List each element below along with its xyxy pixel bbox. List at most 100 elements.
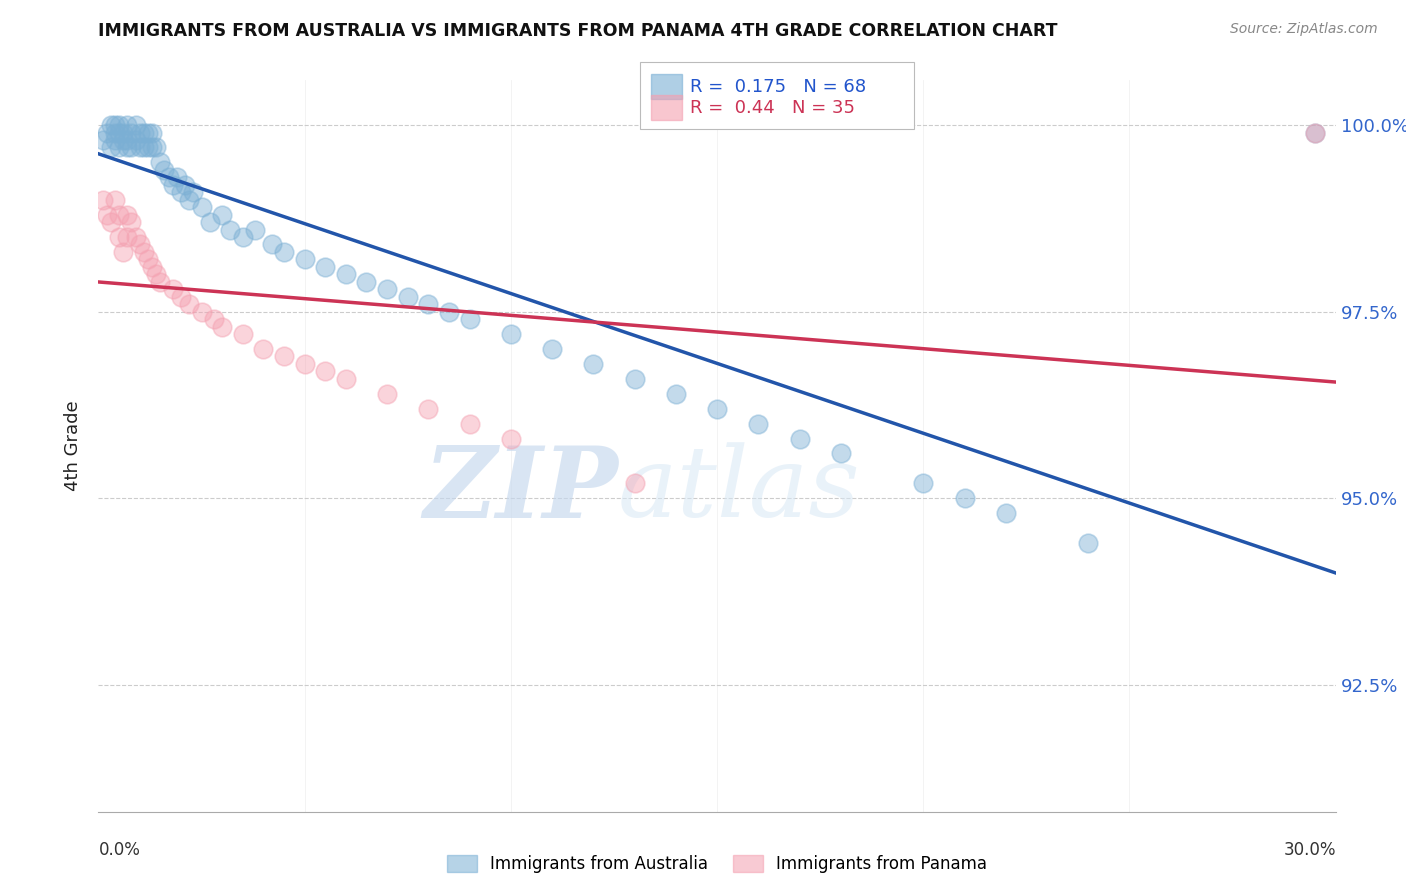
Point [198, 215, 221, 229]
Point [145, 268, 167, 282]
Point [375, 282, 398, 296]
Point [145, 140, 167, 154]
Point [747, 417, 769, 431]
Point [706, 401, 728, 416]
Point [396, 290, 419, 304]
Point [108, 118, 131, 132]
Point [219, 222, 242, 236]
Point [96, 126, 118, 140]
Point [112, 126, 135, 140]
Point [665, 386, 688, 401]
Point [91, 133, 114, 147]
Point [96, 208, 118, 222]
Point [120, 126, 142, 140]
Point [128, 140, 150, 154]
Point [499, 432, 522, 446]
Point [124, 133, 146, 147]
Point [132, 140, 155, 154]
Point [170, 186, 193, 200]
Point [104, 193, 127, 207]
Point [243, 222, 266, 236]
Point [108, 208, 131, 222]
Point [108, 230, 131, 244]
Point [458, 312, 481, 326]
Point [128, 237, 150, 252]
Y-axis label: 4th Grade: 4th Grade [65, 401, 83, 491]
Point [100, 140, 122, 154]
Point [117, 208, 139, 222]
Point [166, 170, 188, 185]
Point [190, 200, 212, 214]
Point [179, 193, 201, 207]
Point [120, 140, 142, 154]
Text: 30.0%: 30.0% [1284, 841, 1336, 859]
Point [335, 372, 357, 386]
Point [260, 237, 283, 252]
Point [100, 118, 122, 132]
Point [136, 126, 159, 140]
Point [141, 260, 163, 274]
Point [232, 230, 254, 244]
Point [132, 244, 155, 259]
Point [273, 244, 295, 259]
Point [136, 140, 159, 154]
Point [202, 312, 225, 326]
Point [211, 208, 233, 222]
Point [294, 252, 316, 267]
Point [117, 118, 139, 132]
Point [623, 476, 645, 491]
Point [162, 178, 184, 192]
Point [108, 126, 131, 140]
Point [112, 244, 135, 259]
Point [124, 230, 146, 244]
Point [294, 357, 316, 371]
Point [124, 118, 146, 132]
Point [994, 506, 1017, 520]
Point [117, 140, 139, 154]
Point [190, 304, 212, 318]
Point [273, 350, 295, 364]
Point [120, 215, 142, 229]
Point [181, 186, 204, 200]
Point [153, 162, 176, 177]
Point [356, 275, 378, 289]
Text: Source: ZipAtlas.com: Source: ZipAtlas.com [1230, 22, 1378, 37]
Point [117, 133, 139, 147]
Point [104, 118, 127, 132]
Point [132, 126, 155, 140]
Point [211, 319, 233, 334]
Point [108, 140, 131, 154]
Point [170, 290, 193, 304]
Point [375, 386, 398, 401]
Point [335, 268, 357, 282]
Point [104, 126, 127, 140]
Point [179, 297, 201, 311]
Point [149, 275, 172, 289]
Point [623, 372, 645, 386]
Point [582, 357, 605, 371]
Point [157, 170, 180, 185]
Text: ZIP: ZIP [423, 442, 619, 538]
Point [499, 326, 522, 341]
Point [314, 364, 336, 378]
Point [953, 491, 976, 506]
Point [149, 155, 172, 169]
Point [91, 193, 114, 207]
Point [418, 297, 440, 311]
Text: R =  0.175   N = 68: R = 0.175 N = 68 [690, 78, 866, 95]
Text: IMMIGRANTS FROM AUSTRALIA VS IMMIGRANTS FROM PANAMA 4TH GRADE CORRELATION CHART: IMMIGRANTS FROM AUSTRALIA VS IMMIGRANTS … [98, 22, 1057, 40]
Text: 0.0%: 0.0% [98, 841, 141, 859]
Point [314, 260, 336, 274]
Point [789, 432, 811, 446]
Point [136, 252, 159, 267]
Point [104, 133, 127, 147]
Point [100, 215, 122, 229]
Point [437, 304, 460, 318]
Point [162, 282, 184, 296]
Point [232, 326, 254, 341]
Text: atlas: atlas [619, 442, 860, 538]
Point [1077, 536, 1099, 550]
Text: R =  0.44   N = 35: R = 0.44 N = 35 [690, 99, 855, 117]
Point [128, 126, 150, 140]
Point [117, 230, 139, 244]
